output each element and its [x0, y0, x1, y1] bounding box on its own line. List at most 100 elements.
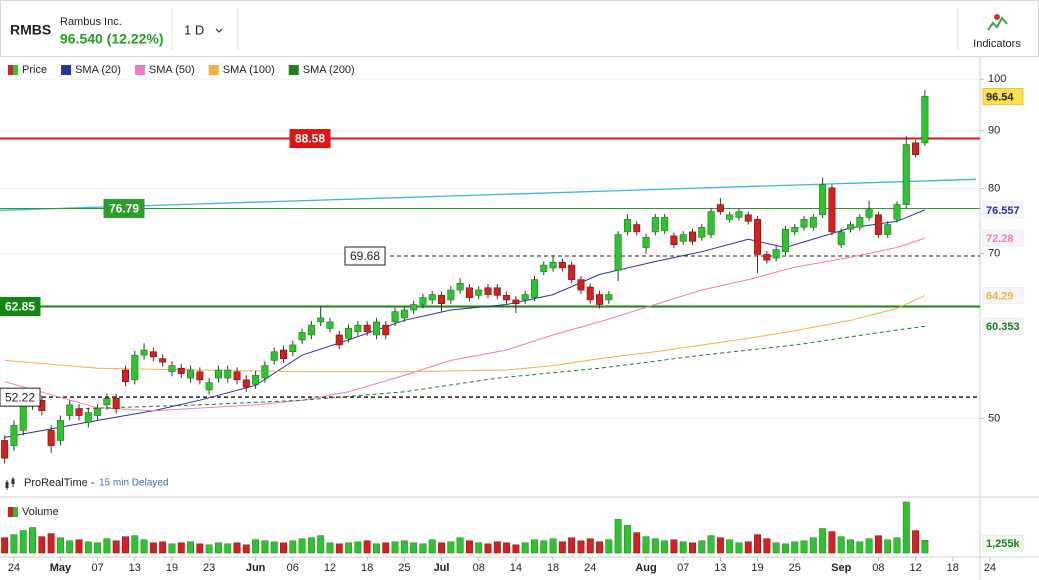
x-tick-label: 18 — [547, 562, 559, 574]
indicators-button[interactable]: Indicators — [973, 14, 1021, 50]
volume-bar — [596, 541, 603, 554]
volume-bar — [326, 542, 334, 554]
level-label-text: 69.68 — [350, 249, 380, 263]
candle-body — [400, 309, 408, 319]
level-label: 62.85 — [0, 296, 41, 316]
value-tag — [982, 287, 1024, 304]
legend-label: SMA (100) — [223, 64, 275, 76]
candle-body — [614, 234, 622, 271]
volume-tag — [982, 534, 1024, 552]
candle-body — [716, 204, 724, 212]
candle-body — [512, 299, 520, 305]
volume-bar — [531, 539, 538, 554]
volume-bar — [503, 542, 511, 554]
legend-swatch — [134, 65, 145, 75]
volume-bar — [10, 534, 18, 554]
candle-body — [456, 282, 464, 291]
volume-bar — [38, 536, 46, 554]
volume-bar — [456, 537, 464, 554]
interval[interactable]: 1 D — [184, 22, 204, 37]
candle-body — [493, 287, 501, 296]
value-tag-label: 72.28 — [986, 233, 1014, 245]
level-label-box — [0, 387, 41, 407]
volume-bar — [307, 537, 315, 554]
candle-body — [56, 420, 64, 441]
x-tick-label: 07 — [91, 562, 103, 574]
volume-bar — [698, 540, 706, 554]
candle-body — [642, 236, 650, 248]
volume-bar — [549, 538, 557, 554]
level-label: 52.22 — [0, 387, 41, 407]
volume-bar — [159, 541, 167, 554]
candle-body — [177, 367, 185, 374]
candle-body — [679, 234, 687, 242]
symbol: RMBS — [10, 22, 51, 38]
volume-bar — [317, 535, 325, 554]
volume-bar — [29, 527, 36, 554]
candle-body — [233, 371, 241, 381]
volume-bar — [781, 543, 789, 554]
candle-body — [707, 211, 715, 235]
candle-body — [847, 224, 855, 230]
candle-body — [372, 321, 380, 336]
legend-label: SMA (50) — [149, 64, 195, 76]
candle-body — [698, 226, 706, 238]
sma-line — [78, 325, 925, 410]
x-tick-label: 25 — [789, 562, 801, 574]
candle-body — [577, 279, 585, 291]
volume-bar — [103, 538, 111, 554]
level-label-text: 62.85 — [5, 300, 35, 314]
level-label: 76.79 — [103, 198, 145, 218]
volume-bar — [382, 542, 390, 554]
volume-bar — [298, 538, 306, 554]
legend-swatch — [13, 507, 18, 517]
candle-body — [75, 408, 83, 416]
volume-bar — [856, 541, 864, 554]
volume-bar — [149, 542, 157, 554]
volume-bar — [568, 537, 576, 554]
volume-bar — [187, 541, 195, 554]
volume-bar — [428, 539, 436, 554]
volume-bar — [865, 538, 873, 554]
volume-bar — [438, 542, 445, 554]
candle-body — [744, 214, 752, 222]
candle-body — [205, 382, 213, 391]
candle-body — [726, 214, 734, 220]
candle-body — [280, 349, 288, 359]
legend-swatch — [61, 65, 72, 75]
candle-body — [382, 324, 390, 336]
icon-body — [11, 479, 15, 484]
candle-body — [103, 397, 111, 406]
volume-bar — [921, 539, 929, 554]
candle-body — [670, 235, 678, 246]
x-tick-label: 12 — [324, 562, 336, 574]
candle-body — [298, 332, 306, 341]
candle-body — [1, 440, 9, 459]
volume-bar — [716, 537, 724, 554]
x-tick-label: 07 — [677, 562, 689, 574]
volume-bar — [540, 540, 548, 554]
x-tick-label: 08 — [473, 562, 485, 574]
y-tick-label: 90 — [988, 125, 1000, 137]
candle-body — [605, 294, 613, 301]
x-tick-label: 25 — [398, 562, 410, 574]
indicators-label[interactable]: Indicators — [973, 38, 1021, 50]
x-tick-label: 14 — [510, 562, 522, 574]
candle-body — [558, 261, 566, 269]
candle-body — [633, 224, 641, 233]
value-tag — [982, 201, 1024, 219]
candle-body — [10, 425, 18, 446]
candle-body — [735, 211, 743, 218]
level-label: 88.58 — [289, 129, 331, 149]
icon-body — [5, 482, 9, 488]
x-tick-label: 18 — [361, 562, 373, 574]
volume-bar — [558, 541, 566, 554]
x-tick-label: Sep — [831, 562, 851, 574]
candle-body — [540, 264, 548, 272]
interval-dropdown[interactable]: 1 D — [184, 22, 223, 37]
volume-bar — [391, 541, 399, 554]
volume-bar — [847, 539, 854, 554]
x-tick-label: 13 — [714, 562, 726, 574]
volume-bar — [233, 542, 241, 554]
